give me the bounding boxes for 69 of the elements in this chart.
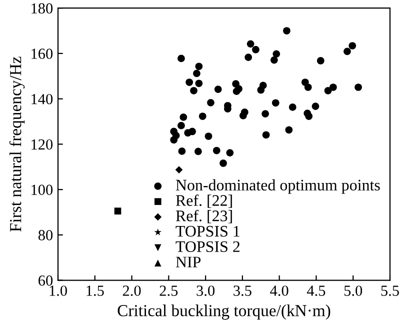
y-tick-label: 160: [32, 48, 53, 59]
point: [330, 84, 337, 91]
legend-label: NIP: [176, 256, 201, 268]
y-tick-label: 180: [32, 3, 53, 14]
point: [220, 160, 227, 167]
point: [212, 146, 220, 154]
x-tick-label: 3.5: [234, 286, 252, 296]
legend-label: Ref. [22]: [176, 194, 232, 208]
point: [316, 57, 324, 64]
point: [190, 86, 198, 94]
legend-label: TOPSIS 2: [176, 241, 240, 252]
x-tick-label: 1.0: [50, 286, 67, 296]
point: [312, 102, 320, 110]
point: [178, 148, 186, 155]
x-tick-label: 1.5: [86, 286, 104, 296]
point: [195, 62, 203, 70]
point: [272, 50, 280, 58]
x-tick-label: 2.0: [122, 286, 141, 296]
point: [180, 114, 188, 121]
point: [262, 131, 270, 139]
y-tick-label: 120: [32, 139, 53, 150]
point: [240, 112, 247, 120]
point: [188, 128, 196, 136]
point: [114, 208, 122, 214]
point: [175, 166, 183, 174]
point: [348, 42, 356, 50]
y-tick-label: 60: [38, 275, 53, 286]
point: [186, 78, 193, 86]
point: [270, 56, 278, 64]
point: [195, 80, 203, 88]
point: [198, 112, 206, 120]
x-tick-label: 3.0: [196, 286, 215, 296]
x-tick-label: 5.0: [344, 286, 362, 296]
x-tick-label: 4.0: [270, 286, 288, 296]
point: [262, 110, 269, 118]
x-tick-label: 4.5: [306, 286, 326, 296]
point: [285, 126, 293, 134]
point: [257, 86, 265, 94]
point: [204, 132, 212, 140]
point: [344, 48, 351, 56]
point: [246, 40, 254, 48]
point: [214, 86, 222, 93]
point: [283, 27, 290, 34]
point: [178, 54, 185, 62]
point: [252, 46, 260, 54]
point: [272, 99, 280, 107]
legend-label: Ref. [23]: [176, 210, 232, 224]
point: [193, 70, 200, 78]
y-tick-label: 80: [38, 230, 53, 240]
point: [244, 54, 252, 61]
legend-label: TOPSIS 1: [176, 226, 240, 237]
point: [178, 122, 185, 130]
point: [226, 149, 234, 156]
point: [207, 99, 214, 106]
x-tick-label: 5.5: [381, 286, 399, 296]
legend-label: Non-dominated optimum points: [176, 179, 380, 194]
x-tick-label: 2.5: [160, 286, 178, 296]
point: [324, 86, 332, 94]
y-tick-label: 100: [32, 184, 53, 195]
point: [194, 148, 202, 156]
y-tick-label: 140: [32, 94, 53, 104]
point: [304, 84, 312, 91]
point: [232, 88, 240, 96]
x-axis-title: Critical buckling torque/(kN·m): [118, 304, 330, 320]
y-axis-title: First natural frequency/Hz: [9, 56, 25, 232]
point: [288, 104, 296, 111]
point: [305, 112, 313, 120]
point: [354, 84, 362, 91]
point: [170, 136, 178, 144]
